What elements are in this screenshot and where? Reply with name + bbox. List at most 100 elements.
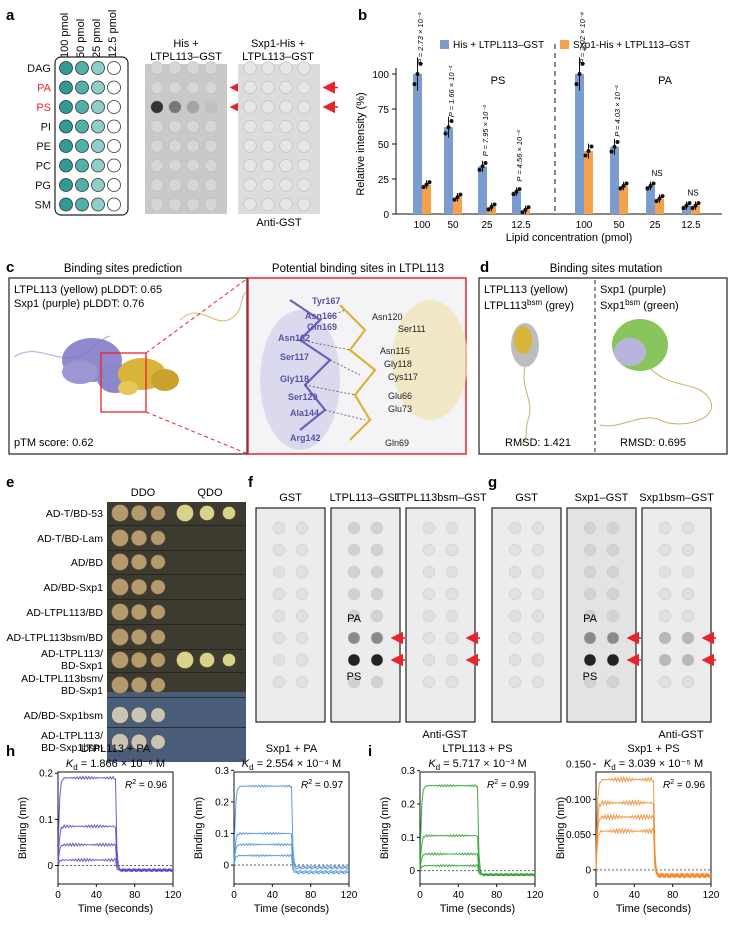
y2h-row-label: AD-LTPL113/BD: [26, 607, 103, 619]
ddo-colony: [130, 553, 148, 571]
overlay-spot: [606, 521, 620, 535]
amount-label: 25 pmol: [91, 19, 103, 58]
ddo-colony: [111, 603, 129, 621]
overlay-spot: [295, 543, 309, 557]
d-left-l2: LTPL113bsm (grey): [484, 298, 574, 312]
data-point: [511, 192, 516, 197]
blot-spot: [186, 119, 200, 134]
amount-label: 12.5 pmol: [107, 10, 119, 58]
y-tick-label: 0.1: [215, 829, 229, 840]
bar: [646, 186, 655, 214]
lipid-spot: [75, 158, 89, 173]
blot-spot: [279, 119, 293, 134]
y-axis-label: Binding (nm): [193, 797, 205, 859]
residue-label: Gly118: [280, 374, 309, 384]
overlay-spot: [508, 587, 522, 601]
data-point: [651, 181, 656, 186]
data-point: [621, 184, 626, 188]
overlay-spot: [347, 631, 361, 645]
lipid-spot: [91, 61, 105, 75]
data-point: [455, 195, 460, 200]
binding-curve: [233, 853, 350, 875]
lipid-spot: [107, 119, 121, 134]
x-tick-label: 12.5: [511, 220, 531, 231]
zoom-line-bottom: [145, 411, 249, 455]
blot-spot: [168, 158, 182, 173]
blot-spot: [297, 178, 311, 192]
blot-spot: [204, 100, 218, 114]
blot-spot: [150, 139, 164, 153]
qdo-colony: [199, 652, 215, 668]
residue-label: Glu73: [388, 404, 412, 414]
x-axis-label: Time (seconds): [254, 903, 329, 915]
lipid-spot: [91, 119, 105, 134]
data-point: [654, 199, 659, 204]
overlay-spot: [583, 675, 597, 689]
lipid-spot: [75, 197, 89, 212]
blot-spot: [186, 139, 200, 153]
residue-label: Gln69: [385, 438, 409, 448]
blot-spot: [243, 61, 257, 75]
binding-curve: [233, 784, 350, 869]
x-tick-label: 120: [527, 890, 544, 901]
y-axis-label: Relative intensity (%): [355, 92, 367, 195]
x-tick-label: 0: [231, 890, 237, 901]
overlay-spot: [658, 653, 672, 667]
legend-swatch: [440, 40, 449, 49]
overlay-spot: [681, 675, 695, 689]
overlay-spot: [295, 587, 309, 601]
overlay-spot: [422, 653, 436, 667]
overlay-spot: [658, 543, 672, 557]
overlay-spot: [272, 543, 286, 557]
residue-label: Ser117: [280, 352, 309, 362]
lipid-spot: [91, 197, 105, 212]
d-right-l2: Sxp1bsm (green): [600, 298, 679, 312]
blot-spot: [186, 197, 200, 212]
overlay-spot: [681, 587, 695, 601]
x-tick-label: 25: [649, 220, 661, 231]
overlay-spot: [445, 631, 459, 645]
overlay-spot: [445, 587, 459, 601]
ddo-colony: [150, 652, 166, 668]
overlay-spot: [445, 565, 459, 579]
data-point: [458, 192, 463, 197]
ddo-colony: [130, 676, 148, 694]
y2h-row-label: BD-Sxp1bsm: [41, 742, 103, 754]
overlay-spot: [658, 587, 672, 601]
p-value: P = 4.56 × 10⁻³: [515, 130, 524, 182]
blot-spot: [186, 178, 200, 192]
x-tick-label: 50: [447, 220, 459, 231]
data-point: [523, 207, 528, 212]
y-tick-label: 0.3: [215, 766, 229, 777]
residue-label: Gln169: [307, 322, 337, 332]
ddo-colony: [111, 504, 129, 522]
lipid-spot: [59, 119, 73, 134]
overlay-spot: [658, 675, 672, 689]
blot-spot: [204, 139, 218, 153]
lipid-spot: [91, 139, 105, 153]
bli-kd: Kd = 1.866 × 10⁻⁶ M: [66, 758, 165, 772]
p-value: P = 2.02 × 10⁻⁴: [578, 12, 587, 64]
blot-spot: [243, 158, 257, 173]
bli-kd: Kd = 5.717 × 10⁻³ M: [428, 758, 526, 772]
lipid-label: PA: [37, 83, 52, 95]
pa-label: PA: [583, 613, 598, 625]
ddo-colony: [150, 530, 166, 546]
overlay-spot: [531, 521, 545, 535]
x-axis-label: Time (seconds): [440, 903, 515, 915]
blot-spot: [243, 139, 257, 153]
bar: [575, 74, 584, 214]
panel-letter-f: f: [248, 474, 254, 491]
ddo-colony: [111, 651, 129, 669]
c-ptm-score: pTM score: 0.62: [14, 437, 93, 449]
data-point: [574, 82, 579, 87]
y-tick-label: 0.100: [566, 795, 591, 806]
c-left-title: Binding sites prediction: [64, 263, 182, 275]
x-tick-label: 100: [414, 220, 431, 231]
binding-curve: [233, 842, 350, 873]
overlay-spot: [583, 653, 597, 667]
overlay-spot: [531, 587, 545, 601]
overlay-spot: [531, 675, 545, 689]
bli-r2: R2 = 0.99: [487, 779, 529, 791]
panel-letter-h: h: [6, 743, 15, 760]
